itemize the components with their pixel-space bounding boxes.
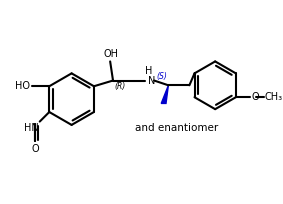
Text: H: H	[145, 66, 152, 76]
Text: OH: OH	[104, 49, 119, 59]
Text: O: O	[251, 92, 259, 102]
Text: (S): (S)	[156, 72, 167, 81]
Text: N: N	[148, 75, 156, 85]
Text: O: O	[31, 144, 39, 154]
Text: CH₃: CH₃	[265, 92, 283, 102]
Text: HN: HN	[24, 123, 39, 133]
Polygon shape	[161, 85, 168, 103]
Text: (R): (R)	[114, 82, 125, 91]
Text: and enantiomer: and enantiomer	[135, 123, 218, 133]
Text: HO: HO	[15, 81, 30, 91]
